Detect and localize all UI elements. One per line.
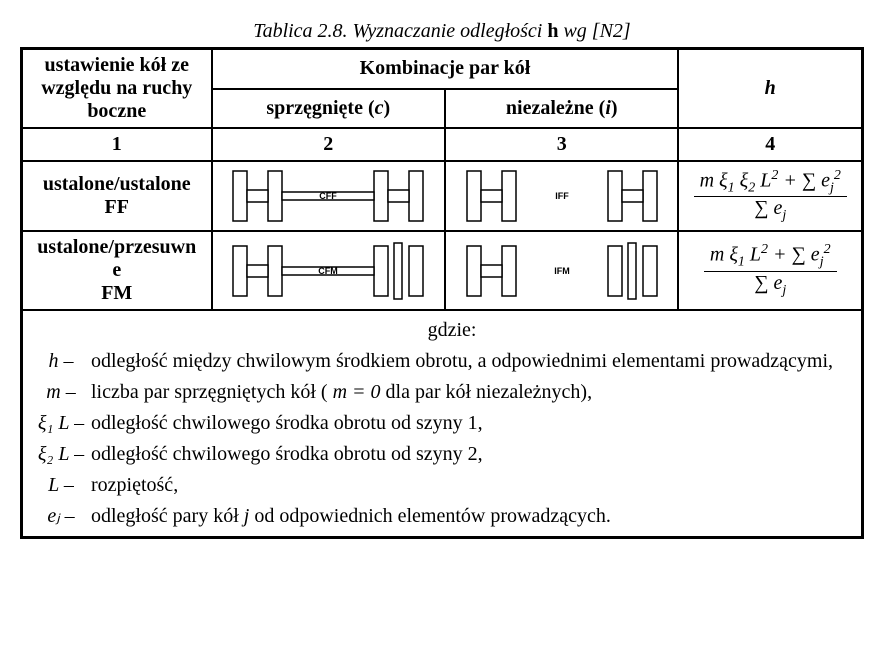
- sub-c-label: sprzęgnięte (: [266, 97, 374, 119]
- legend-L-txt: rozpiętość,: [91, 470, 178, 501]
- legend-h-txt: odległość między chwilowym środkiem obro…: [91, 346, 853, 377]
- cfm-diagram: CFM: [228, 241, 428, 301]
- legend-xi2: ξ₂ L – odległość chwilowego środka obrot…: [31, 439, 853, 470]
- sub-c-close: ): [384, 97, 391, 119]
- caption-suffix: wg [N2]: [558, 20, 630, 42]
- cff-label: CFF: [320, 191, 338, 201]
- header-col1: ustawienie kół ze względu na ruchy boczn…: [22, 49, 212, 129]
- legend-m-txt: liczba par sprzęgniętych kół ( m = 0 dla…: [91, 377, 592, 408]
- header-col1-l1: ustawienie kół ze: [45, 54, 189, 76]
- header-sub-c: sprzęgnięte (c): [212, 89, 445, 128]
- header-col1-l2: względu na ruchy: [41, 77, 192, 99]
- legend-xi1-txt: odległość chwilowego środka obrotu od sz…: [91, 408, 483, 439]
- header-sub-i: niezależne (i): [445, 89, 678, 128]
- legend-ej-txt: odległość pary kół j od odpowiednich ele…: [91, 501, 611, 532]
- cfm-label: CFM: [319, 266, 339, 276]
- legend-h: h – odległość między chwilowym środkiem …: [31, 346, 853, 377]
- row-fm-l1: ustalone/przesuwn: [37, 236, 196, 258]
- row-ff-l2: FF: [105, 196, 129, 218]
- header-h: h: [678, 49, 862, 129]
- legend-xi2-txt: odległość chwilowego środka obrotu od sz…: [91, 439, 483, 470]
- ifm-label: IFM: [554, 266, 570, 276]
- colnum-4: 4: [678, 128, 862, 161]
- sub-i-label: niezależne (: [506, 97, 605, 119]
- header-col1-l3: boczne: [87, 100, 146, 122]
- caption-h: h: [547, 20, 558, 42]
- sub-i-close: ): [611, 97, 618, 119]
- sub-c-sym: c: [375, 97, 384, 119]
- legend-ej: eⱼ – odległość pary kół j od odpowiednic…: [31, 501, 853, 532]
- ifm-diagram: IFM: [462, 241, 662, 301]
- ff-den: ∑ ej: [694, 197, 847, 224]
- colnum-3: 3: [445, 128, 678, 161]
- fm-fraction: m ξ1 L2 + ∑ ej2 ∑ ej: [704, 242, 837, 299]
- caption-prefix: Tablica 2.8. Wyznaczanie odległości: [253, 20, 547, 42]
- iff-label: IFF: [555, 191, 569, 201]
- row-fm-diagram-i: IFM: [445, 231, 678, 310]
- row-fm-formula: m ξ1 L2 + ∑ ej2 ∑ ej: [678, 231, 862, 310]
- row-ff-l1: ustalone/ustalone: [43, 173, 191, 195]
- row-fm-l2: e: [112, 259, 121, 281]
- row-ff-formula: m ξ1 ξ2 L2 + ∑ ej2 ∑ ej: [678, 161, 862, 231]
- row-ff-label: ustalone/ustalone FF: [22, 161, 212, 231]
- fm-den: ∑ ej: [704, 272, 837, 299]
- legend-L: L – rozpiętość,: [31, 470, 853, 501]
- legend-m: m – liczba par sprzęgniętych kół ( m = 0…: [31, 377, 853, 408]
- header-middle: Kombinacje par kół: [212, 49, 679, 89]
- ff-fraction: m ξ1 ξ2 L2 + ∑ ej2 ∑ ej: [694, 168, 847, 225]
- colnum-1: 1: [22, 128, 212, 161]
- row-fm-l3: FM: [101, 282, 132, 304]
- ff-num: m ξ1 ξ2 L2 + ∑ ej2: [694, 168, 847, 198]
- legend-gdzie: gdzie:: [31, 315, 853, 346]
- table-caption: Tablica 2.8. Wyznaczanie odległości h wg…: [20, 20, 864, 43]
- fm-num: m ξ1 L2 + ∑ ej2: [704, 242, 837, 272]
- legend-cell: gdzie: h – odległość między chwilowym śr…: [22, 310, 863, 538]
- legend-xi1: ξ₁ L – odległość chwilowego środka obrot…: [31, 408, 853, 439]
- iff-diagram: IFF: [462, 166, 662, 226]
- row-ff-diagram-i: IFF: [445, 161, 678, 231]
- row-fm-label: ustalone/przesuwn e FM: [22, 231, 212, 310]
- cff-diagram: CFF: [228, 166, 428, 226]
- colnum-2: 2: [212, 128, 445, 161]
- header-h-sym: h: [765, 77, 776, 99]
- main-table: ustawienie kół ze względu na ruchy boczn…: [20, 47, 864, 539]
- row-ff-diagram-c: CFF: [212, 161, 445, 231]
- row-fm-diagram-c: CFM: [212, 231, 445, 310]
